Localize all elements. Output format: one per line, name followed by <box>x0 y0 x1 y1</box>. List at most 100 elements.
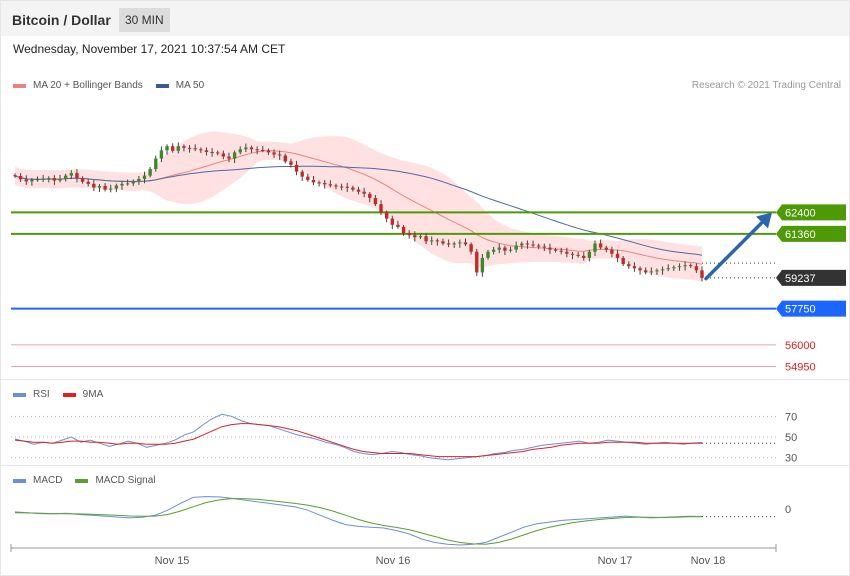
candle-body <box>289 161 293 165</box>
rsi-tick-30: 30 <box>785 453 797 465</box>
chart-header: Bitcoin / Dollar 30 MIN <box>1 1 849 36</box>
rsi-tick-70: 70 <box>785 411 797 423</box>
projection-arrow <box>704 218 766 281</box>
candle-body <box>689 265 693 267</box>
candle-body <box>480 257 485 273</box>
candle-body <box>435 240 440 242</box>
candle-body <box>266 150 271 153</box>
candle-body <box>677 266 682 268</box>
macd-separator <box>1 465 849 466</box>
candle-body <box>486 251 490 258</box>
candle-body <box>317 182 321 184</box>
candle-body <box>13 175 17 177</box>
candle-body <box>379 204 383 213</box>
candle-body <box>660 269 665 271</box>
candle-body <box>18 176 23 180</box>
candle-body <box>204 150 209 152</box>
candle-body <box>441 241 445 244</box>
candle-body <box>430 240 434 242</box>
candle-body <box>176 146 180 151</box>
candle-body <box>238 149 242 153</box>
level-label-54950: 54950 <box>785 362 816 374</box>
candle-body <box>542 246 547 248</box>
level-tag-61360 <box>776 225 846 242</box>
candle-body <box>103 185 107 190</box>
x-tick-label: Nov 16 <box>376 555 411 567</box>
candle-body <box>154 158 158 169</box>
candle-body <box>520 243 524 246</box>
candle-body <box>683 265 687 267</box>
rsi-series-9ma <box>14 423 702 458</box>
level-tag-62400 <box>776 204 846 221</box>
candle-body <box>531 244 535 246</box>
candle-body <box>514 245 518 250</box>
level-label-59237: 59237 <box>785 273 816 285</box>
rsi-ma-legend-label: 9MA <box>82 389 104 400</box>
ma20-swatch <box>13 83 26 88</box>
candle-body <box>92 183 96 188</box>
candle-body <box>587 251 592 258</box>
candle-body <box>401 226 406 234</box>
candle-body <box>508 249 513 251</box>
instrument-title: Bitcoin / Dollar <box>12 12 111 28</box>
candle-body <box>345 186 349 188</box>
candle-body <box>491 249 496 252</box>
rsi-series-rsi <box>14 413 703 461</box>
candle-body <box>638 268 642 271</box>
candle-body <box>469 244 473 252</box>
candle-body <box>210 152 214 153</box>
candle-body <box>216 152 220 154</box>
level-label-62400: 62400 <box>785 207 816 219</box>
candle-body <box>80 178 85 182</box>
candle-body <box>390 218 394 225</box>
rsi-tick-50: 50 <box>785 432 797 444</box>
macd-legend: MACD MACD Signal <box>13 475 155 486</box>
candle-body <box>525 243 530 245</box>
candle-body <box>666 268 670 270</box>
candle-body <box>627 264 631 267</box>
candle-body <box>475 251 479 273</box>
candle-body <box>604 247 608 250</box>
macd-series-macd <box>14 496 703 546</box>
rsi-legend: RSI 9MA <box>13 389 103 400</box>
candle-body <box>632 266 637 269</box>
level-label-56000: 56000 <box>785 340 816 352</box>
projection-arrowhead <box>756 212 772 229</box>
candle-body <box>458 242 462 244</box>
candle-body <box>47 178 51 180</box>
candle-body <box>170 146 175 151</box>
candle-body <box>328 184 333 186</box>
candle-body <box>294 164 299 172</box>
candle-body <box>407 233 411 236</box>
level-label-61360: 61360 <box>785 229 816 241</box>
candle-body <box>187 147 192 149</box>
candle-body <box>75 173 79 179</box>
candle-body <box>165 146 169 151</box>
candle-body <box>598 243 603 248</box>
candle-body <box>137 178 141 182</box>
candle-body <box>615 253 620 258</box>
candle-body <box>58 178 62 181</box>
candle-body <box>311 179 316 183</box>
candle-body <box>24 179 28 182</box>
candle-body <box>339 186 344 188</box>
candle-body <box>227 156 231 159</box>
candle-body <box>221 153 226 157</box>
candle-body <box>384 212 389 219</box>
candle-body <box>306 176 310 180</box>
candle-body <box>199 149 203 151</box>
candle-body <box>593 243 597 252</box>
candle-body <box>463 242 468 245</box>
candle-body <box>396 224 400 227</box>
x-tick-label: Nov 17 <box>598 555 633 567</box>
timeframe-button[interactable]: 30 MIN <box>119 8 170 32</box>
level-tag-59237 <box>776 269 846 286</box>
candle-body <box>41 178 45 180</box>
candle-body <box>672 267 676 269</box>
x-tick-label: Nov 15 <box>155 555 190 567</box>
timestamp: Wednesday, November 17, 2021 10:37:54 AM… <box>13 42 286 56</box>
candle-body <box>418 236 423 238</box>
candle-body <box>63 175 68 179</box>
candle-body <box>142 175 147 179</box>
